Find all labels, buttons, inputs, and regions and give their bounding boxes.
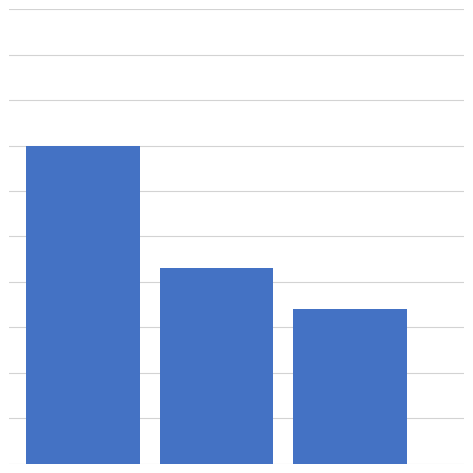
Bar <box>293 309 407 464</box>
Bar <box>26 146 140 464</box>
Bar <box>160 268 273 464</box>
